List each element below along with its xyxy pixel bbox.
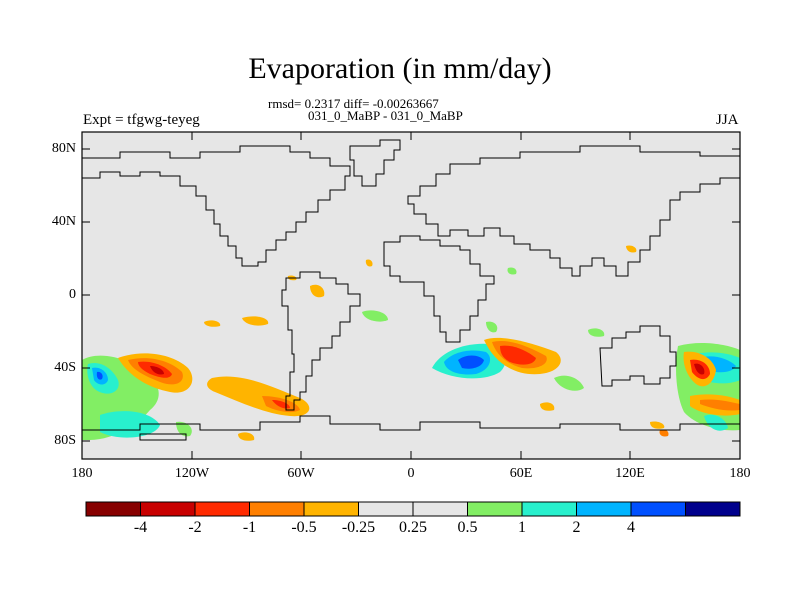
colorbar-swatch	[358, 501, 414, 517]
anomaly-region	[700, 399, 740, 411]
map-background	[82, 132, 740, 459]
anomaly-region	[659, 429, 669, 437]
x-tick-label: 120E	[615, 466, 645, 481]
coastline-eurasia	[407, 145, 741, 277]
y-tick-label: 40N	[51, 214, 76, 229]
colorbar-label: 1	[518, 519, 526, 536]
colorbar-label: -2	[188, 519, 202, 536]
anomaly-region	[176, 421, 192, 437]
y-tick-label: 80S	[54, 433, 76, 448]
anomaly-region	[458, 355, 484, 369]
colorbar-label: 0.5	[457, 519, 478, 536]
figure-title: Evaporation (in mm/day)	[248, 52, 552, 85]
y-tick-label: 0	[69, 287, 76, 302]
colorbar-label: -0.25	[341, 519, 376, 536]
anomaly-region	[540, 402, 555, 411]
colorbar-swatch	[249, 501, 305, 517]
anomaly-region	[650, 421, 665, 429]
anomaly-region	[310, 284, 325, 298]
anomaly-region	[500, 345, 536, 365]
y-tick-label: 40S	[54, 360, 76, 375]
colorbar-label: 2	[572, 519, 581, 536]
colorbar-label: 0.25	[399, 519, 427, 536]
experiment-subtitle: 031_0_MaBP - 031_0_MaBP	[308, 108, 463, 123]
x-tick-label: 180	[729, 466, 751, 481]
colorbar-swatch	[303, 501, 359, 517]
colorbar-swatch	[576, 501, 632, 517]
colorbar-swatch	[194, 501, 250, 517]
coastline-north-america	[82, 145, 351, 267]
anomaly-region	[100, 411, 160, 438]
anomaly-region	[362, 310, 388, 322]
colorbar-swatch	[140, 501, 196, 517]
colorbar-swatch	[685, 501, 741, 517]
coastline-south-america	[281, 271, 361, 411]
coastline-australia	[599, 325, 677, 387]
anomaly-region	[507, 267, 517, 275]
anomaly-region	[242, 316, 269, 326]
colorbar-label: -0.5	[291, 519, 317, 536]
anomaly-region	[150, 366, 164, 375]
experiment-label: Expt = tfgwg-teyeg	[83, 112, 200, 128]
x-tick-label: 60E	[509, 466, 533, 481]
anomaly-region	[626, 245, 637, 253]
colorbar-label: -1	[242, 519, 257, 536]
colorbar-swatch	[412, 501, 468, 517]
colorbar-swatch	[467, 501, 523, 517]
anomaly-region	[365, 259, 373, 267]
colorbar-label: -4	[133, 519, 148, 536]
x-tick-label: 60W	[287, 466, 315, 481]
coastline-africa	[383, 235, 495, 343]
anomaly-region	[204, 320, 221, 327]
y-tick-label: 80N	[51, 141, 76, 156]
colorbar	[85, 501, 741, 517]
anomaly-field	[82, 245, 740, 441]
stats-line: rmsd= 0.2317 diff= -0.00263667	[268, 96, 439, 111]
coastline-greenland	[349, 139, 401, 187]
x-tick-label: 180	[71, 466, 93, 481]
x-tick-label: 120W	[174, 466, 210, 481]
anomaly-region	[96, 371, 103, 380]
colorbar-swatch	[85, 501, 141, 517]
anomaly-region	[588, 328, 605, 337]
anomaly-region	[554, 375, 584, 391]
anomaly-region	[238, 432, 255, 441]
coastline-antarctica	[82, 415, 740, 431]
coastlines	[82, 139, 741, 441]
anomaly-region	[694, 363, 705, 375]
anomaly-region	[704, 414, 728, 431]
x-tick-label: 0	[407, 466, 415, 481]
anomaly-region	[486, 321, 498, 333]
colorbar-swatch	[630, 501, 686, 517]
season-label: JJA	[716, 112, 739, 128]
axis-ticks	[82, 132, 740, 459]
colorbar-swatch	[521, 501, 577, 517]
colorbar-label: 4	[627, 519, 635, 536]
coastline-ice-shelf	[139, 433, 187, 441]
